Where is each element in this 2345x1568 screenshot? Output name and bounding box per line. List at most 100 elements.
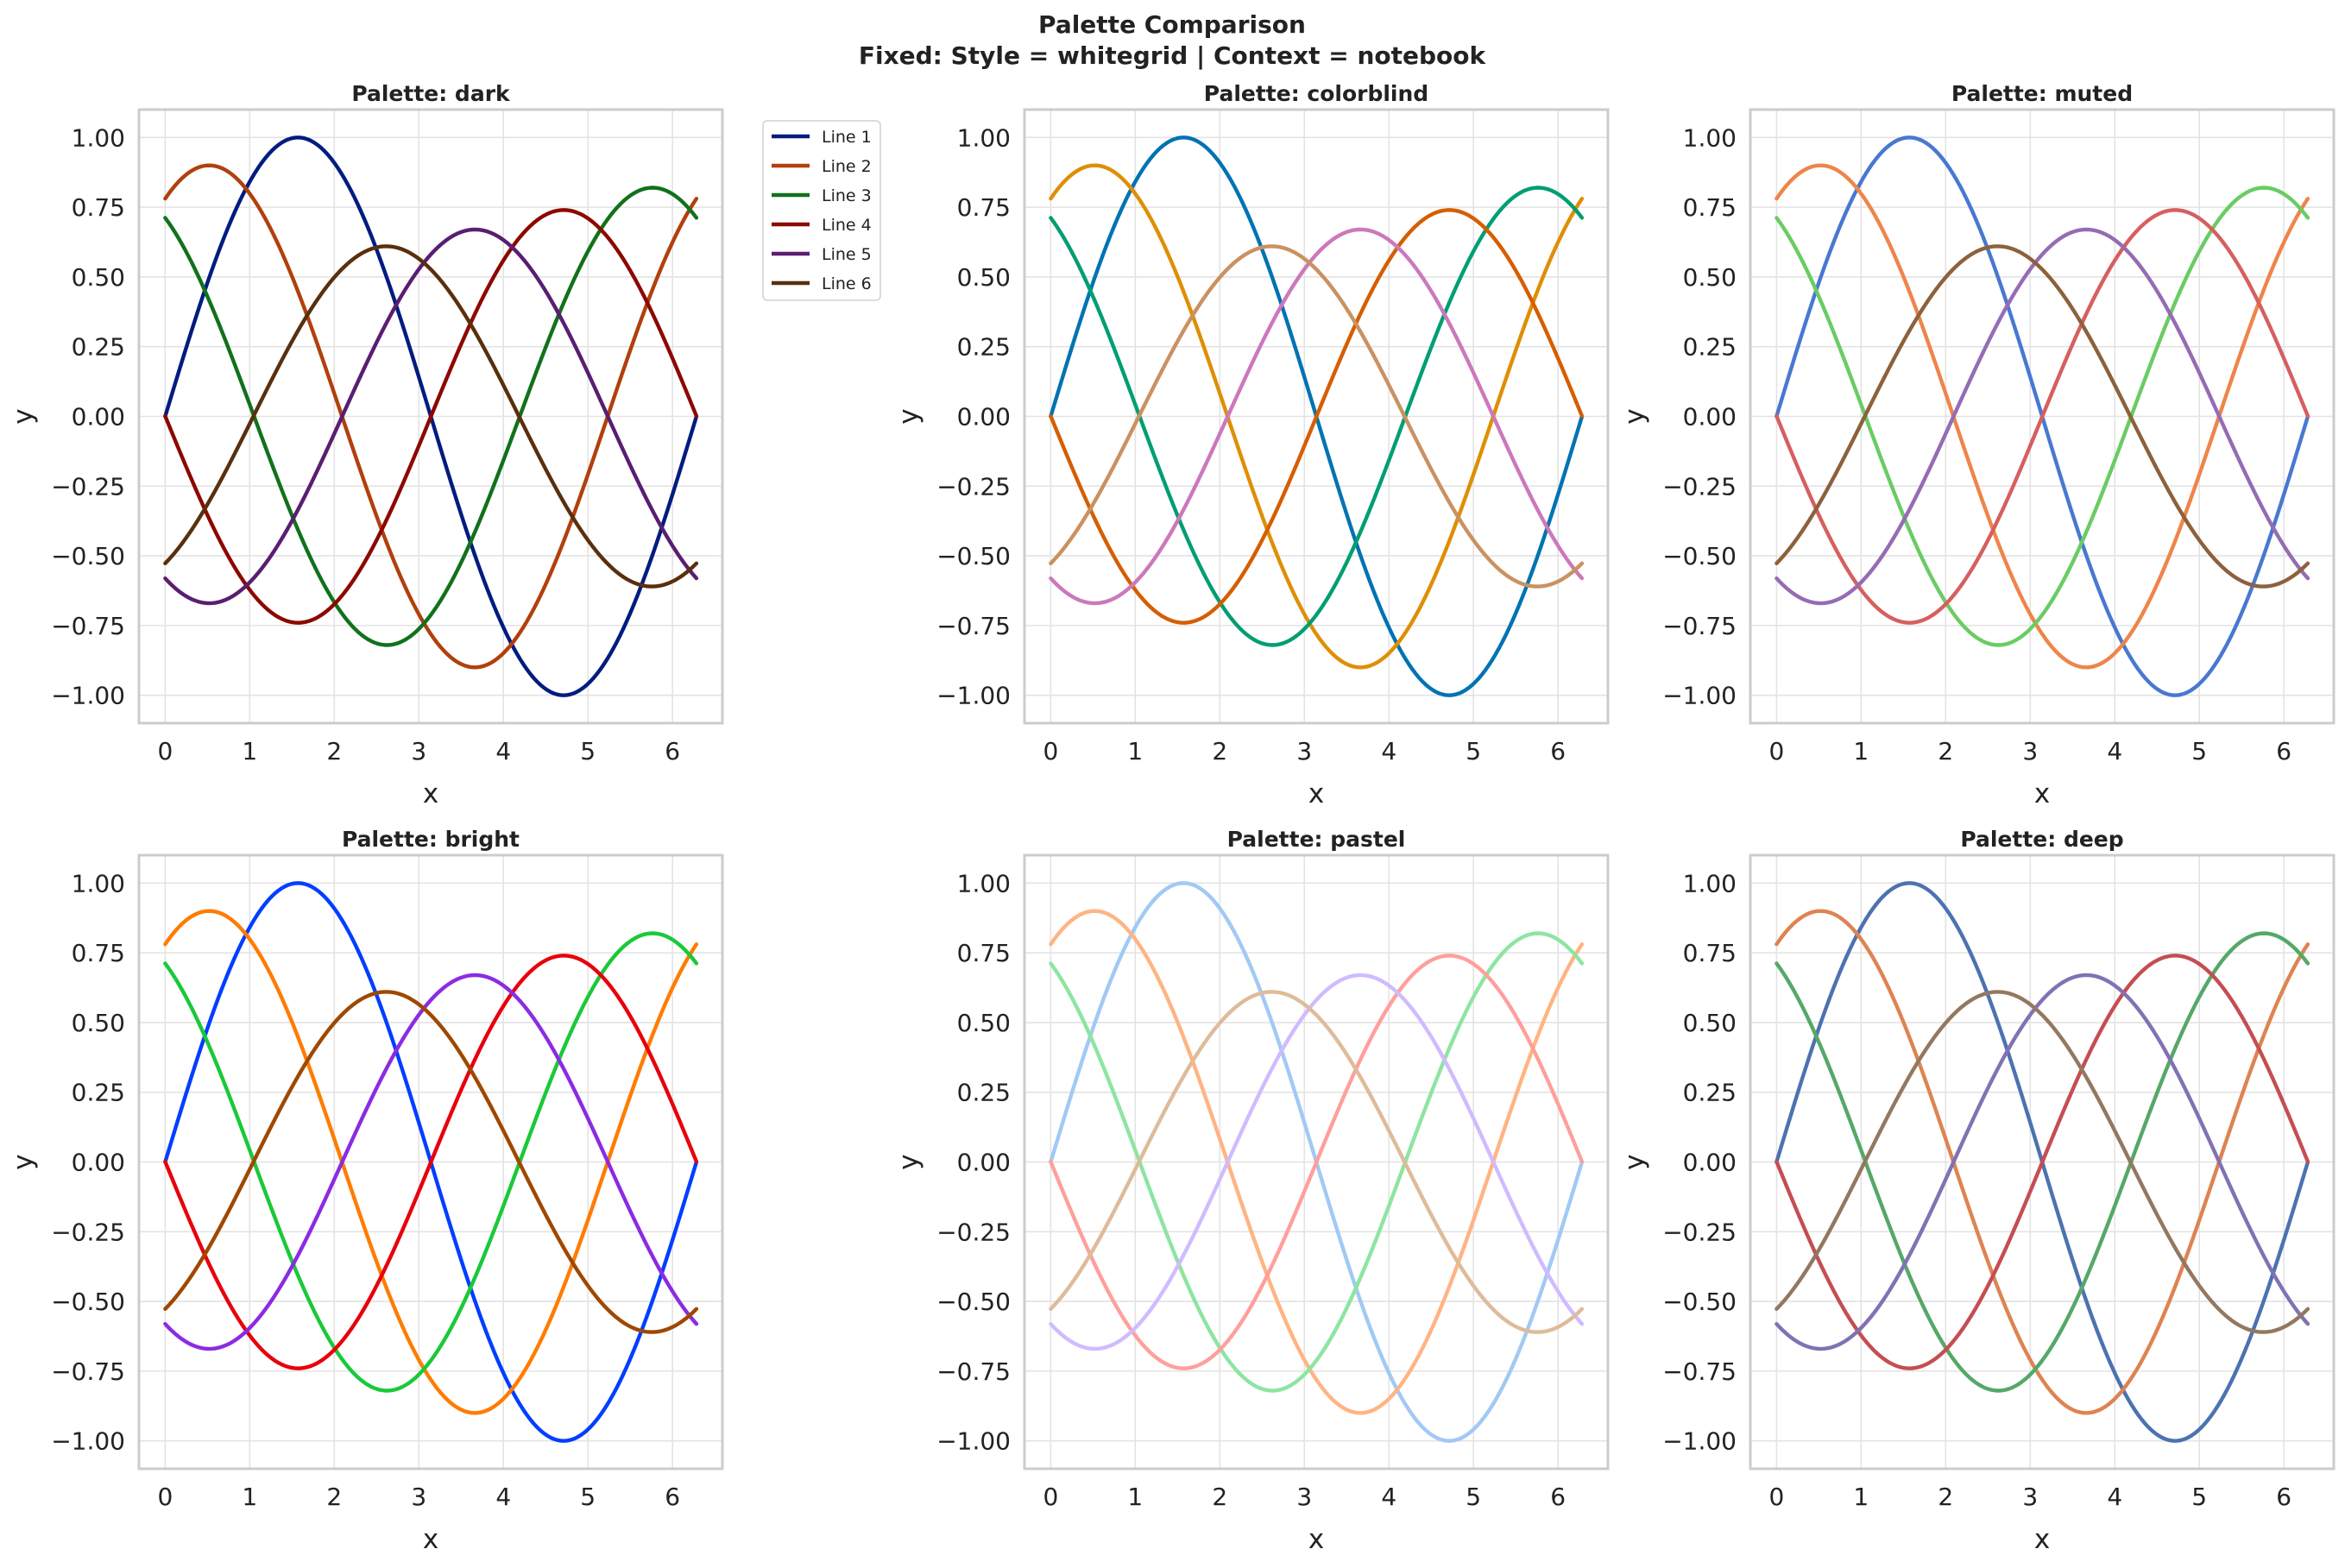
x-tick-label: 1 bbox=[242, 737, 257, 765]
y-tick-label: 0.50 bbox=[1683, 263, 1737, 292]
y-tick-label: −0.50 bbox=[936, 542, 1011, 570]
series-line-6 bbox=[1775, 244, 2310, 589]
series-line-5 bbox=[163, 227, 699, 606]
y-axis-label: y bbox=[893, 408, 924, 424]
series-line-4 bbox=[1049, 954, 1585, 1370]
series-line-6 bbox=[1775, 990, 2310, 1334]
x-axis-label: x bbox=[423, 778, 438, 809]
series-line-6 bbox=[1049, 244, 1585, 589]
y-tick-label: −0.25 bbox=[936, 472, 1011, 501]
x-tick-label: 0 bbox=[157, 1483, 173, 1511]
x-tick-label: 2 bbox=[1212, 737, 1227, 765]
y-tick-label: 0.75 bbox=[957, 939, 1011, 967]
subplot-bright: Palette: bright 0 1 2 3 4 5 6 1.00 0.75 0.50 0.25 0.… bbox=[8, 827, 724, 1555]
y-tick-label: 0.25 bbox=[72, 1079, 125, 1107]
subplot-colorblind: Palette: colorblind 0 1 2 3 4 5 6 1.00 0.75 0.50 0.… bbox=[893, 81, 1610, 809]
y-tick-label: −0.25 bbox=[1662, 472, 1737, 501]
x-tick-label: 3 bbox=[1296, 737, 1312, 765]
y-tick-label: 0.75 bbox=[72, 939, 125, 967]
x-axis-label: x bbox=[1308, 778, 1324, 809]
x-tick-label: 6 bbox=[1550, 1483, 1566, 1511]
x-tick-label: 2 bbox=[1938, 737, 1953, 765]
y-tick-label: 1.00 bbox=[957, 869, 1011, 897]
series-line-6 bbox=[163, 244, 699, 589]
x-tick-label: 2 bbox=[326, 737, 342, 765]
x-axis-label: x bbox=[2034, 778, 2050, 809]
y-tick-label: 1.00 bbox=[72, 123, 125, 152]
y-tick-label: −0.75 bbox=[51, 612, 125, 640]
y-tick-label: −1.00 bbox=[1662, 682, 1737, 710]
y-tick-label: 0.50 bbox=[72, 263, 125, 292]
y-tick-label: 0.00 bbox=[957, 1149, 1011, 1177]
y-tick-label: 0.25 bbox=[72, 333, 125, 362]
y-tick-label: 0.75 bbox=[72, 193, 125, 222]
axes-frame bbox=[137, 853, 724, 1470]
y-axis-label: y bbox=[1619, 408, 1650, 424]
x-tick-label: 5 bbox=[580, 737, 596, 765]
series-line-6 bbox=[1049, 990, 1585, 1334]
y-tick-label: −0.50 bbox=[936, 1288, 1011, 1316]
y-tick-label: 1.00 bbox=[1683, 869, 1737, 897]
y-tick-label: 0.00 bbox=[72, 403, 125, 431]
figure-title-line-1: Palette Comparison bbox=[1038, 10, 1306, 39]
legend-box bbox=[762, 120, 881, 301]
y-tick-label: −1.00 bbox=[936, 682, 1011, 710]
y-tick-label: 1.00 bbox=[1683, 123, 1737, 152]
x-tick-label: 2 bbox=[1212, 1483, 1227, 1511]
x-tick-label: 4 bbox=[1381, 737, 1396, 765]
x-tick-label: 1 bbox=[242, 1483, 257, 1511]
y-tick-label: −0.75 bbox=[936, 612, 1011, 640]
y-tick-label: −1.00 bbox=[936, 1427, 1011, 1456]
x-tick-label: 3 bbox=[411, 1483, 426, 1511]
y-tick-label: −0.75 bbox=[1662, 612, 1737, 640]
series-line-4 bbox=[163, 208, 699, 625]
y-tick-label: −1.00 bbox=[1662, 1427, 1737, 1456]
y-tick-label: −1.00 bbox=[51, 1427, 125, 1456]
x-tick-label: 0 bbox=[1768, 1483, 1784, 1511]
x-tick-label: 5 bbox=[1466, 1483, 1481, 1511]
x-tick-label: 5 bbox=[1466, 737, 1481, 765]
axes-frame bbox=[1749, 108, 2336, 725]
x-tick-label: 6 bbox=[665, 1483, 680, 1511]
x-axis-label: x bbox=[1308, 1524, 1324, 1555]
x-tick-label: 5 bbox=[2191, 737, 2207, 765]
x-tick-label: 3 bbox=[411, 737, 426, 765]
x-tick-label: 4 bbox=[1381, 1483, 1396, 1511]
y-axis-label: y bbox=[8, 1154, 39, 1169]
subplot-deep: Palette: deep 0 1 2 3 4 5 6 1.00 0.75 0.50 0.25 0.00… bbox=[1619, 827, 2336, 1555]
x-tick-label: 6 bbox=[665, 737, 680, 765]
y-tick-label: 0.50 bbox=[1683, 1009, 1737, 1037]
y-tick-label: 0.00 bbox=[72, 1149, 125, 1177]
y-axis-label: y bbox=[893, 1154, 924, 1169]
x-axis-label: x bbox=[2034, 1524, 2050, 1555]
y-tick-label: −1.00 bbox=[51, 682, 125, 710]
y-tick-label: −0.50 bbox=[1662, 542, 1737, 570]
y-tick-label: 0.25 bbox=[1683, 1079, 1737, 1107]
axes-frame bbox=[1023, 853, 1610, 1470]
figure-title-line-2: Fixed: Style = whitegrid | Context = not… bbox=[859, 41, 1487, 70]
legend: Line 1 Line 2 Line 3 Line 4 Line 5 Line 6 bbox=[762, 120, 881, 301]
subplot-title: Palette: deep bbox=[1960, 827, 2123, 852]
x-tick-label: 0 bbox=[157, 737, 173, 765]
x-tick-label: 6 bbox=[1550, 737, 1566, 765]
legend-label-4: Line 4 bbox=[822, 216, 872, 235]
legend-label-3: Line 3 bbox=[822, 186, 872, 205]
y-axis-label: y bbox=[1619, 1154, 1650, 1169]
legend-label-2: Line 2 bbox=[822, 157, 872, 176]
series-line-5 bbox=[1049, 227, 1585, 606]
y-tick-label: −0.25 bbox=[51, 1218, 125, 1246]
y-tick-label: −0.75 bbox=[936, 1357, 1011, 1386]
subplots: Palette: dark 0 1 2 3 4 5 6 1.00 0.75 0.50 0.25 0.00… bbox=[8, 81, 2336, 1555]
axes-frame bbox=[1023, 108, 1610, 725]
legend-label-6: Line 6 bbox=[822, 274, 872, 293]
subplot-title: Palette: muted bbox=[1951, 81, 2133, 106]
legend-label-5: Line 5 bbox=[822, 245, 872, 264]
y-tick-label: −0.25 bbox=[1662, 1218, 1737, 1246]
y-tick-label: 1.00 bbox=[957, 123, 1011, 152]
y-tick-label: −0.50 bbox=[51, 542, 125, 570]
y-tick-label: −0.25 bbox=[51, 472, 125, 501]
subplot-title: Palette: pastel bbox=[1227, 827, 1406, 852]
axes-frame bbox=[1749, 853, 2336, 1470]
subplot-title: Palette: bright bbox=[342, 827, 520, 852]
series-line-4 bbox=[1049, 208, 1585, 625]
